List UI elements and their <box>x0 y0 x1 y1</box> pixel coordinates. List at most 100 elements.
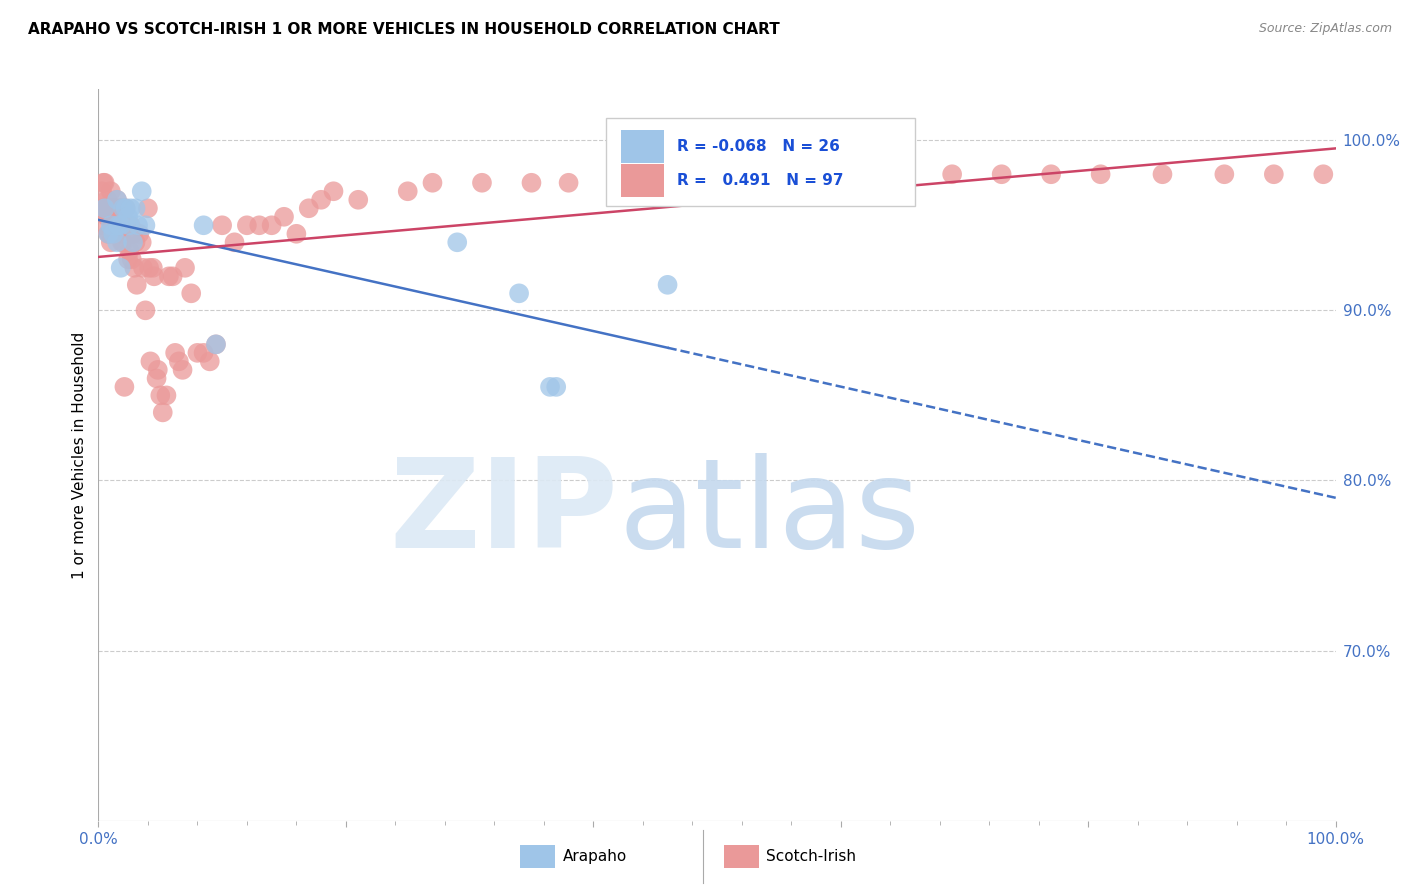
Point <box>755 176 778 190</box>
Point <box>93 176 115 190</box>
Point <box>172 363 194 377</box>
Point <box>112 380 135 394</box>
Point <box>117 210 139 224</box>
Point <box>143 269 166 284</box>
Point <box>114 201 136 215</box>
Point <box>247 219 270 233</box>
Point <box>817 167 839 181</box>
Point <box>136 201 159 215</box>
Point <box>93 176 115 190</box>
Point <box>112 219 135 233</box>
Point <box>120 219 142 233</box>
Bar <box>620 164 664 197</box>
Point <box>120 201 142 215</box>
Point <box>1152 167 1174 181</box>
Point <box>138 260 160 275</box>
Point <box>110 201 132 215</box>
Point <box>211 219 233 233</box>
Point <box>165 346 187 360</box>
Point <box>93 201 115 215</box>
Point <box>127 219 149 233</box>
Point <box>146 363 169 377</box>
Point <box>103 227 125 241</box>
Point <box>103 227 125 241</box>
Point <box>131 235 153 250</box>
Text: R =   0.491   N = 97: R = 0.491 N = 97 <box>678 173 844 188</box>
Point <box>98 201 121 215</box>
Point <box>879 167 901 181</box>
Point <box>108 201 131 215</box>
Text: ZIP: ZIP <box>389 453 619 574</box>
Point <box>103 219 125 233</box>
Point <box>180 286 202 301</box>
Point <box>122 235 145 250</box>
Point <box>193 219 215 233</box>
Point <box>396 184 419 198</box>
Point <box>706 176 728 190</box>
Point <box>557 176 579 190</box>
Point <box>131 184 153 198</box>
Point <box>657 277 679 292</box>
Point <box>1090 167 1112 181</box>
Point <box>105 219 128 233</box>
Point <box>236 219 259 233</box>
Point <box>110 227 132 241</box>
Point <box>124 260 146 275</box>
Point <box>145 371 167 385</box>
Point <box>132 260 155 275</box>
Point <box>1263 167 1285 181</box>
Point <box>167 354 190 368</box>
Point <box>107 219 129 233</box>
Point <box>520 176 543 190</box>
Point <box>285 227 308 241</box>
Point <box>198 354 221 368</box>
Point <box>174 260 197 275</box>
Point <box>193 346 215 360</box>
Point <box>94 201 117 215</box>
Point <box>101 219 124 233</box>
Point <box>1040 167 1063 181</box>
Point <box>105 235 128 250</box>
Point <box>309 193 332 207</box>
Text: ARAPAHO VS SCOTCH-IRISH 1 OR MORE VEHICLES IN HOUSEHOLD CORRELATION CHART: ARAPAHO VS SCOTCH-IRISH 1 OR MORE VEHICL… <box>28 22 780 37</box>
Point <box>990 167 1012 181</box>
Point <box>93 201 115 215</box>
Point <box>134 303 156 318</box>
Point <box>508 286 530 301</box>
Point <box>104 201 127 215</box>
Point <box>93 201 115 215</box>
Point <box>322 184 344 198</box>
Point <box>105 193 128 207</box>
Point <box>107 210 129 224</box>
Point <box>139 354 162 368</box>
Point <box>118 244 141 258</box>
Point <box>112 201 135 215</box>
Point <box>124 201 146 215</box>
Point <box>471 176 494 190</box>
Text: atlas: atlas <box>619 453 920 574</box>
Point <box>607 176 630 190</box>
Point <box>205 337 228 351</box>
Point <box>96 193 118 207</box>
Point <box>142 260 165 275</box>
Point <box>100 219 122 233</box>
Point <box>162 269 184 284</box>
Point <box>103 201 125 215</box>
Point <box>941 167 963 181</box>
Point <box>91 219 114 233</box>
Text: Source: ZipAtlas.com: Source: ZipAtlas.com <box>1258 22 1392 36</box>
Point <box>546 380 568 394</box>
Point <box>112 235 135 250</box>
Point <box>1312 167 1334 181</box>
Point <box>446 235 468 250</box>
Point <box>152 405 174 419</box>
Point <box>128 227 150 241</box>
Point <box>155 388 177 402</box>
Bar <box>620 130 664 162</box>
Point <box>98 227 121 241</box>
Point <box>100 235 122 250</box>
Text: Arapaho: Arapaho <box>562 849 627 863</box>
Point <box>422 176 444 190</box>
Point <box>117 252 139 267</box>
Point <box>110 219 132 233</box>
